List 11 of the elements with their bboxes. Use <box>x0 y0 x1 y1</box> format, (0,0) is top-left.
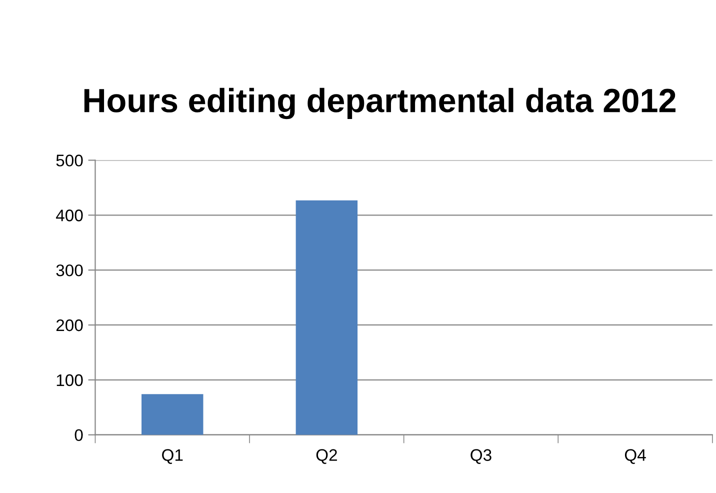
y-tick-label: 400 <box>56 210 83 222</box>
x-tick-label: Q3 <box>470 449 492 464</box>
y-tick-label: 100 <box>56 374 83 386</box>
y-tick-label: 200 <box>56 319 83 332</box>
y-tick-label: 0 <box>74 429 83 442</box>
y-tick-label: 300 <box>56 264 83 276</box>
x-tick-label: Q1 <box>162 449 183 464</box>
x-tick-label: Q4 <box>624 449 646 464</box>
x-tick-label: Q2 <box>316 449 337 464</box>
chart-title: Hours editing departmental data 2012 <box>84 88 676 120</box>
y-tick-label: 500 <box>56 154 83 166</box>
